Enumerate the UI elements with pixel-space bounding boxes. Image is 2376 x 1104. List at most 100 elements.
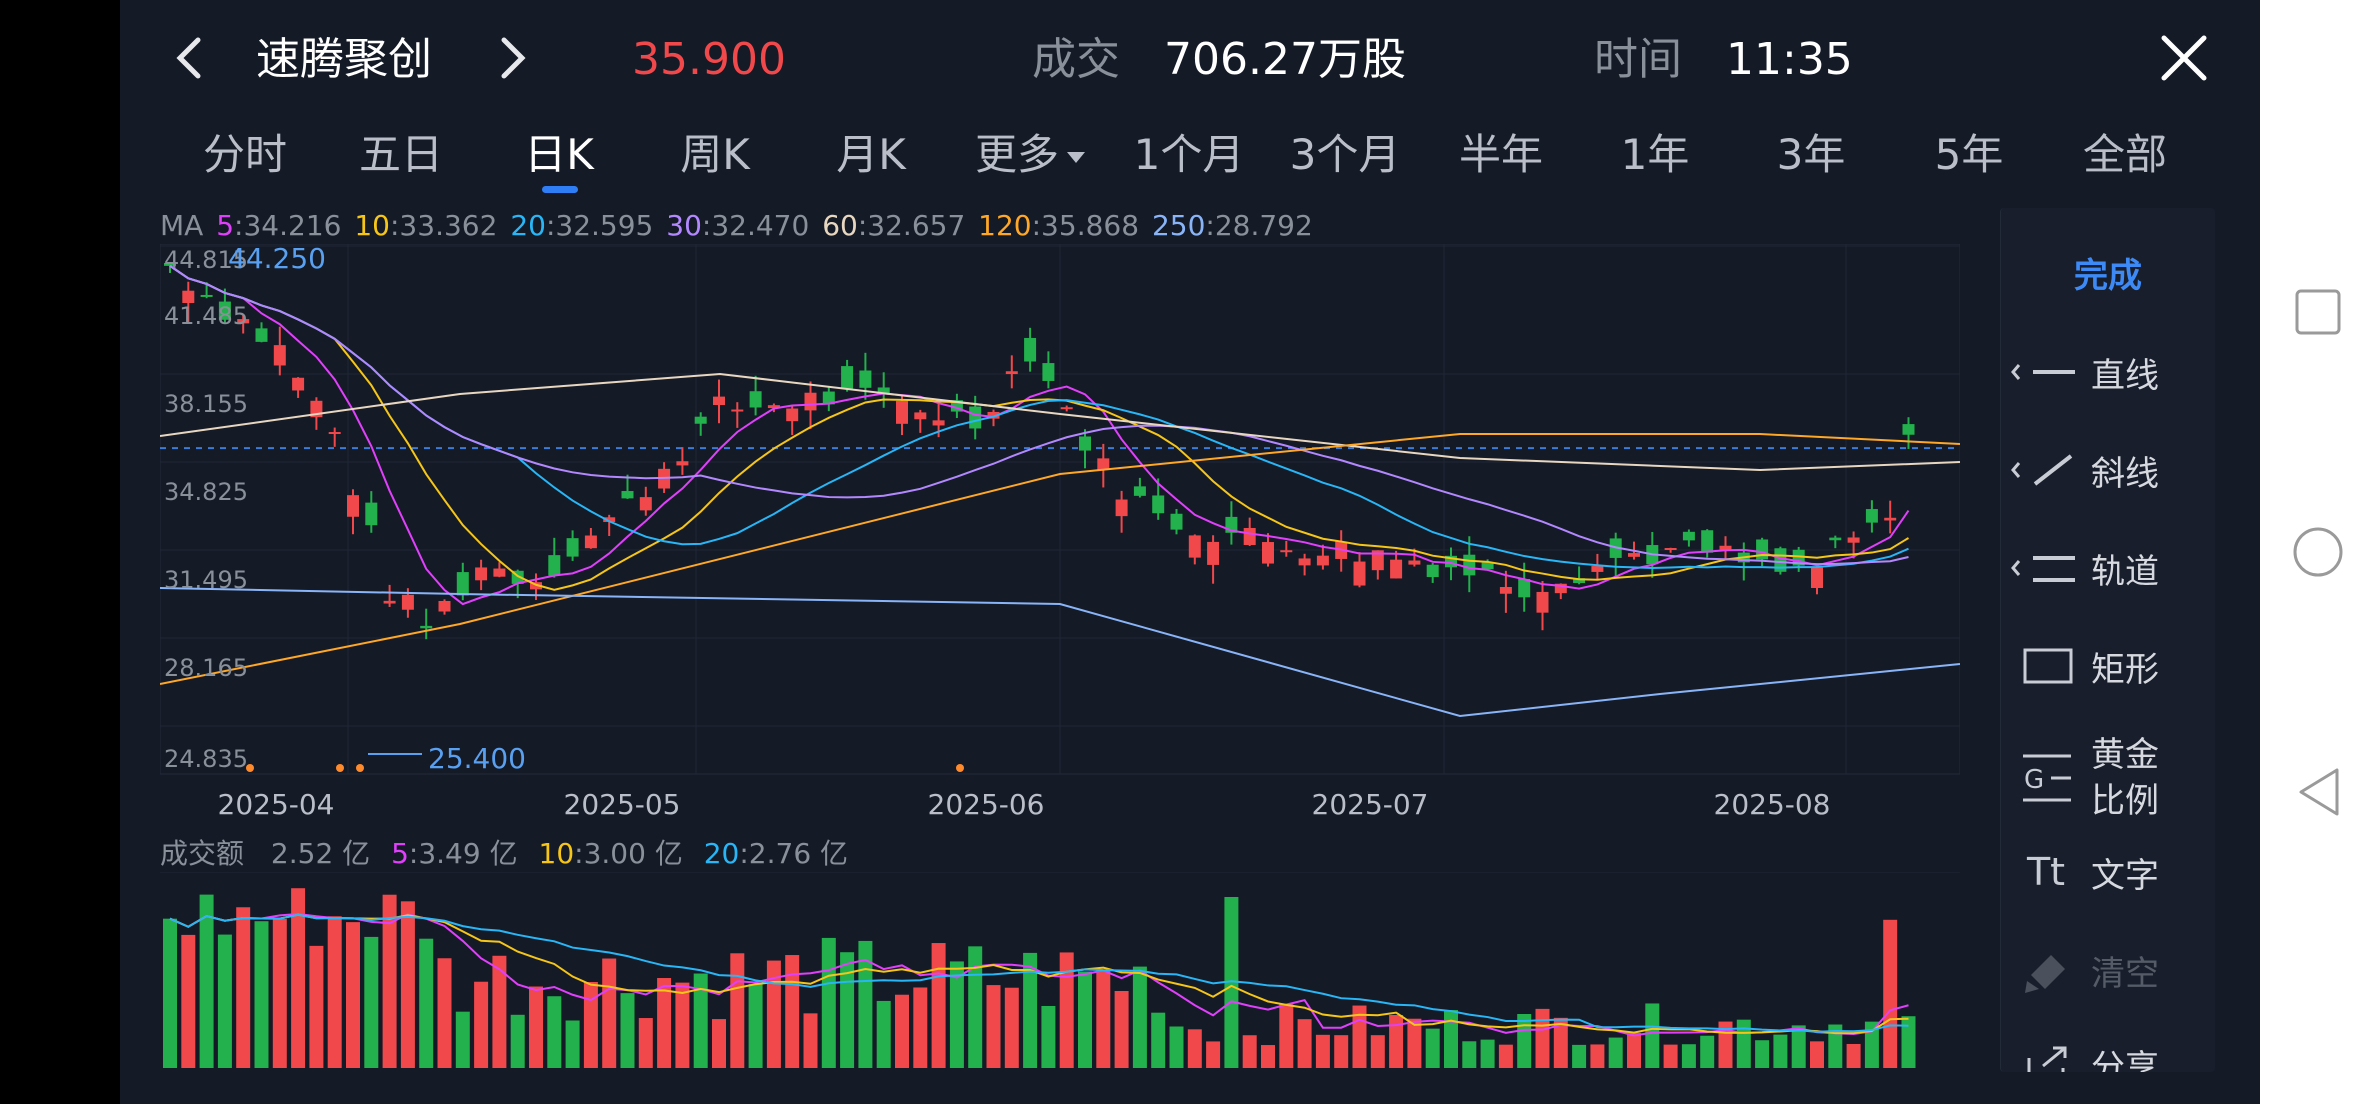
candle-body: [749, 391, 762, 408]
done-button[interactable]: 完成: [2074, 256, 2142, 296]
turnover-bar: [1755, 1040, 1770, 1068]
tab-weekly-k[interactable]: 周K: [680, 130, 750, 179]
turnover-bar: [1846, 1043, 1861, 1068]
candle-body: [1902, 424, 1915, 435]
tab-1-month[interactable]: 1个月: [1133, 130, 1245, 179]
candle-body: [1353, 561, 1366, 586]
time-value: 11:35: [1726, 34, 1853, 85]
candle-body: [1079, 436, 1091, 451]
active-tab-indicator: [542, 186, 578, 193]
turnover-bar: [1041, 1005, 1056, 1068]
turnover-bar: [1370, 1035, 1385, 1068]
chevron-right-icon: [501, 37, 526, 79]
turnover-bar: [400, 901, 415, 1068]
share-icon: [2001, 1044, 2091, 1072]
tab-1-year[interactable]: 1年: [1620, 130, 1690, 179]
ma-120-line: [160, 433, 1960, 685]
tab-more[interactable]: 更多: [966, 120, 1096, 190]
candle-body: [676, 461, 689, 466]
turnover-chart[interactable]: [160, 872, 1960, 1072]
ma-60: 60:32.657: [822, 209, 966, 242]
turnover-ma-10: 10:3.00 亿: [538, 837, 683, 870]
circle-icon: [2293, 527, 2343, 577]
tab-all[interactable]: 全部: [2082, 130, 2167, 179]
tool-rectangle[interactable]: 矩形: [2001, 636, 2215, 696]
candle-body: [1243, 527, 1256, 545]
turnover-bar: [1242, 1035, 1257, 1068]
ma-120: 120:35.868: [978, 209, 1140, 242]
turnover-bar: [382, 894, 397, 1068]
tool-line[interactable]: 直线: [2001, 342, 2215, 402]
candle-body: [237, 319, 250, 324]
tool-rectangle-label: 矩形: [2091, 649, 2159, 690]
turnover-bar: [821, 937, 836, 1068]
back-button[interactable]: [2282, 756, 2354, 828]
tab-5-year[interactable]: 5年: [1934, 130, 2004, 179]
turnover-bar: [1078, 971, 1092, 1068]
close-button[interactable]: [2156, 30, 2212, 102]
next-stock-button[interactable]: [492, 28, 532, 104]
turnover-bar: [840, 952, 855, 1068]
candle-body: [566, 538, 579, 557]
candlestick-chart[interactable]: [160, 244, 1960, 784]
tab-daily-k[interactable]: 日K: [524, 130, 594, 179]
turnover-bar: [1114, 990, 1129, 1068]
candle-body: [420, 625, 433, 629]
candle-body: [1133, 486, 1146, 496]
turnover-bar: [1627, 1032, 1641, 1068]
turnover-bar: [583, 981, 598, 1068]
turnover-bar: [620, 993, 635, 1068]
turnover-bar: [1700, 1035, 1715, 1068]
drawing-tools-panel: 完成 直线 斜线 轨道 矩形 G 黄金 比例 Tt 文字 清空: [2000, 208, 2215, 1072]
tool-diagonal[interactable]: 斜线: [2001, 440, 2215, 500]
ma-30-line: [169, 265, 1909, 566]
ma-label: MA: [160, 209, 204, 242]
turnover-bar: [803, 1013, 818, 1068]
candle-body: [1774, 548, 1787, 572]
ma-5-line: [169, 265, 1910, 606]
candle-body: [1316, 555, 1329, 566]
candles: [164, 261, 1915, 640]
tool-clear[interactable]: 清空: [2001, 940, 2215, 1000]
turnover-bar: [1425, 1028, 1440, 1068]
candle-body: [1499, 586, 1512, 594]
turnover-bar: [1517, 1013, 1532, 1068]
tool-text[interactable]: Tt 文字: [2001, 842, 2215, 902]
turnover-bar: [1791, 1025, 1806, 1068]
min-price-label: 25.400: [428, 742, 526, 775]
tab-half-year[interactable]: 半年: [1458, 130, 1543, 179]
prev-stock-button[interactable]: [170, 28, 210, 104]
turnover-bar: [1224, 897, 1239, 1068]
turnover-bar: [1187, 1029, 1202, 1068]
caret-down-icon: [1067, 151, 1085, 163]
candle-body: [1115, 499, 1128, 517]
tab-five-day[interactable]: 五日: [358, 130, 443, 179]
candle-body: [639, 497, 652, 511]
turnover-bar: [1681, 1044, 1696, 1068]
period-tabs: 分时 五日 日K 周K 月K 更多 1个月 3个月 半年 1年 3年 5年 全部: [120, 120, 2260, 200]
recent-apps-button[interactable]: [2282, 276, 2354, 348]
ma-5: 5:34.216: [216, 209, 342, 242]
candle-body: [1536, 591, 1549, 613]
candle-body: [694, 416, 707, 424]
turnover-bar: [272, 919, 287, 1068]
tool-share[interactable]: 分享: [2001, 1034, 2215, 1072]
candle-body: [347, 495, 359, 517]
tab-monthly-k[interactable]: 月K: [836, 130, 906, 179]
candle-body: [731, 409, 744, 412]
time-label: 时间: [1594, 34, 1682, 85]
channel-icon: [2001, 548, 2091, 588]
candle-body: [1591, 566, 1604, 572]
tool-channel[interactable]: 轨道: [2001, 538, 2215, 598]
tool-clear-label: 清空: [2091, 953, 2159, 994]
home-button[interactable]: [2282, 516, 2354, 588]
tab-intraday[interactable]: 分时: [202, 130, 287, 179]
candle-body: [1701, 530, 1714, 553]
ma-20-line: [169, 265, 1909, 570]
tab-3-year[interactable]: 3年: [1776, 130, 1846, 179]
tool-golden-ratio[interactable]: G 黄金 比例: [2001, 728, 2215, 828]
svg-text:G: G: [2024, 765, 2044, 795]
candle-body: [1005, 371, 1018, 375]
tab-3-month[interactable]: 3个月: [1289, 130, 1401, 179]
turnover-ma-5: 5:3.49 亿: [391, 837, 518, 870]
